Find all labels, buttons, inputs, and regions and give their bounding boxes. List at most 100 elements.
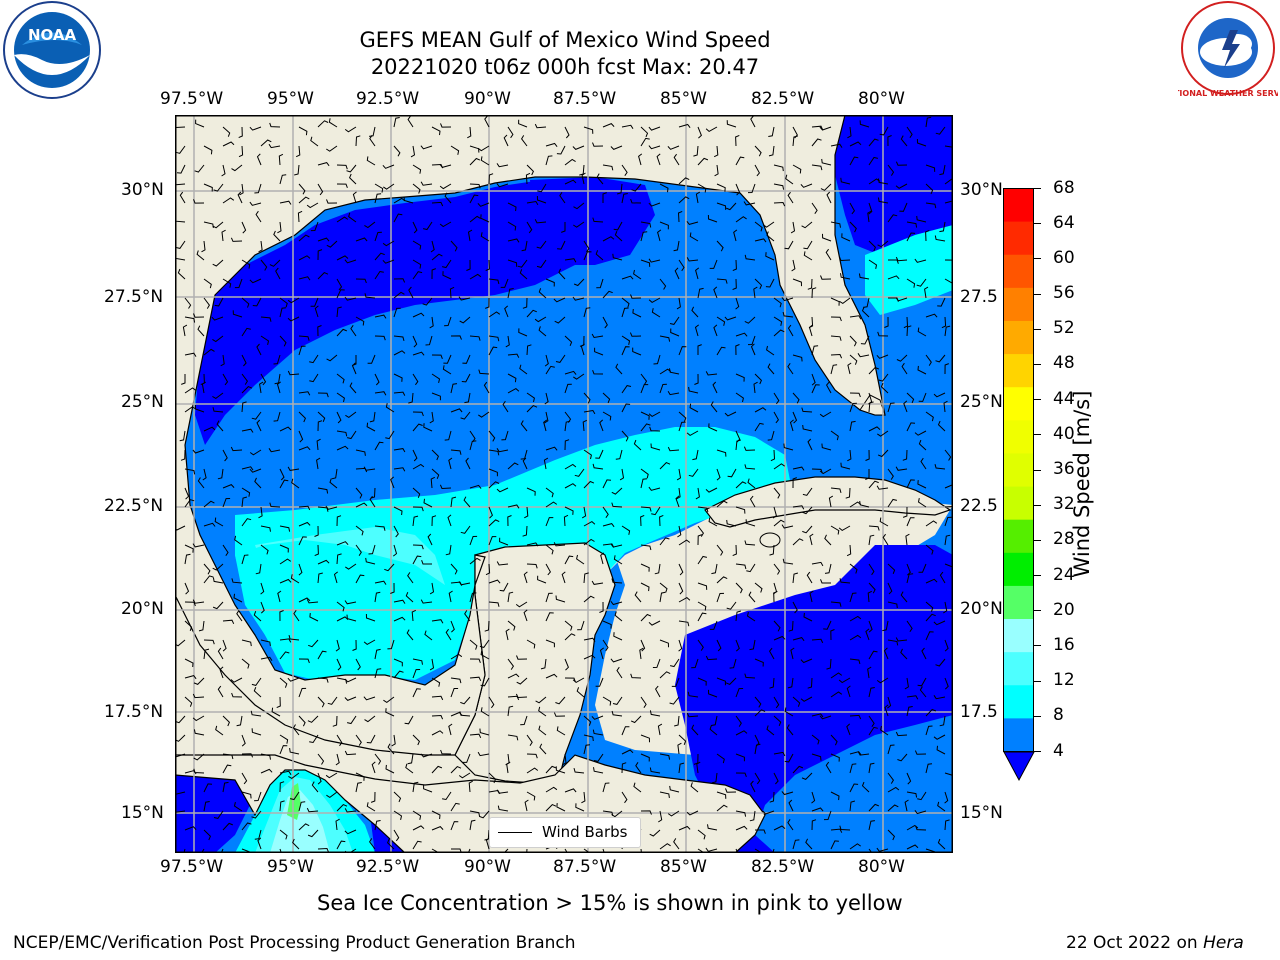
wind-barb	[933, 392, 946, 398]
wind-barb	[346, 715, 357, 725]
wind-barb	[222, 544, 229, 556]
wind-barb	[621, 762, 627, 774]
wind-barb	[906, 232, 916, 242]
wind-barb	[602, 479, 612, 489]
wind-barb	[849, 783, 859, 793]
wind-barb	[462, 753, 471, 763]
wind-barb	[936, 745, 946, 755]
wind-barb	[880, 382, 889, 394]
wind-barb	[735, 639, 740, 652]
wind-barb	[450, 335, 462, 340]
wind-barb	[309, 373, 319, 383]
wind-barb	[811, 734, 820, 745]
wind-barb	[307, 715, 319, 723]
wind-barb	[847, 126, 852, 139]
wind-barb	[450, 240, 458, 252]
wind-barb	[545, 765, 557, 774]
wind-barb	[363, 466, 376, 471]
wind-barb	[355, 316, 365, 326]
wind-barb	[279, 174, 287, 185]
wind-barb	[678, 259, 685, 272]
wind-barb	[392, 544, 398, 557]
wind-barb	[694, 324, 699, 337]
wind-barb	[412, 164, 422, 174]
wind-barb	[291, 478, 300, 489]
wind-barb	[686, 220, 699, 225]
wind-barb	[440, 749, 452, 755]
wind-barb	[507, 515, 512, 527]
wind-barb	[630, 673, 642, 679]
wind-barb	[469, 819, 476, 831]
wind-barb	[669, 785, 680, 793]
wind-barb	[754, 658, 764, 667]
wind-barb	[317, 237, 330, 242]
wind-barb	[431, 126, 441, 136]
wind-barb	[236, 610, 243, 622]
wind-barb	[849, 634, 862, 641]
wind-barb	[602, 506, 609, 518]
wind-barb	[241, 428, 254, 433]
wind-barb	[448, 723, 453, 736]
wind-barb	[234, 278, 243, 289]
wind-barb	[705, 126, 718, 133]
wind-barb	[391, 734, 396, 747]
wind-barb	[735, 715, 742, 727]
wind-barb	[192, 543, 205, 548]
wind-barb	[450, 802, 460, 812]
wind-barb	[602, 392, 611, 404]
wind-barb	[887, 563, 896, 574]
wind-barb	[374, 252, 385, 261]
wind-barb	[697, 555, 708, 565]
wind-barb	[545, 446, 558, 451]
wind-barb	[217, 647, 224, 660]
wind-barb	[770, 449, 776, 462]
wind-barb	[213, 183, 224, 192]
wind-barb	[925, 725, 933, 736]
wind-barb	[583, 240, 590, 253]
wind-barb	[790, 647, 795, 660]
wind-barb	[773, 715, 782, 726]
wind-barb	[830, 840, 839, 850]
wind-barb	[944, 363, 949, 375]
lon-tick-top: 95°W	[267, 89, 314, 109]
wind-barb	[612, 696, 623, 705]
wind-barb	[412, 449, 418, 462]
wind-barb	[311, 781, 319, 793]
wind-barb	[686, 810, 699, 816]
wind-barb	[868, 726, 878, 736]
wind-barb	[564, 506, 574, 515]
wind-barb	[621, 430, 629, 442]
wind-barb	[621, 346, 630, 356]
wind-barb	[328, 118, 338, 128]
wind-barb	[336, 278, 343, 291]
wind-barb	[431, 201, 444, 207]
wind-barb	[621, 164, 628, 176]
colorbar-tick-mark	[1034, 293, 1041, 295]
wind-barb	[412, 335, 418, 348]
lon-tick-top: 90°W	[464, 89, 511, 109]
wind-barb	[222, 373, 229, 386]
wind-barb	[501, 430, 509, 441]
wind-barb	[460, 525, 471, 534]
wind-barb	[849, 392, 861, 398]
wind-barb	[310, 297, 319, 307]
wind-barb	[944, 791, 949, 804]
wind-barb	[177, 268, 186, 280]
wind-barb	[840, 177, 851, 185]
wind-barb	[515, 601, 528, 608]
wind-barb	[667, 145, 680, 150]
wind-barb	[621, 403, 631, 413]
wind-barb	[335, 818, 340, 831]
wind-barb	[515, 693, 528, 699]
colorbar-tick-label: 8	[1053, 705, 1064, 726]
wind-barb	[688, 386, 699, 394]
wind-barb	[917, 677, 927, 687]
wind-barb	[203, 500, 215, 508]
wind-barb	[336, 306, 342, 318]
land-isle-of-youth	[759, 532, 781, 548]
wind-barb	[906, 278, 916, 288]
wind-barb	[865, 628, 870, 641]
wind-barb	[583, 409, 596, 415]
wind-barb	[583, 654, 596, 660]
wind-barb	[466, 259, 471, 271]
